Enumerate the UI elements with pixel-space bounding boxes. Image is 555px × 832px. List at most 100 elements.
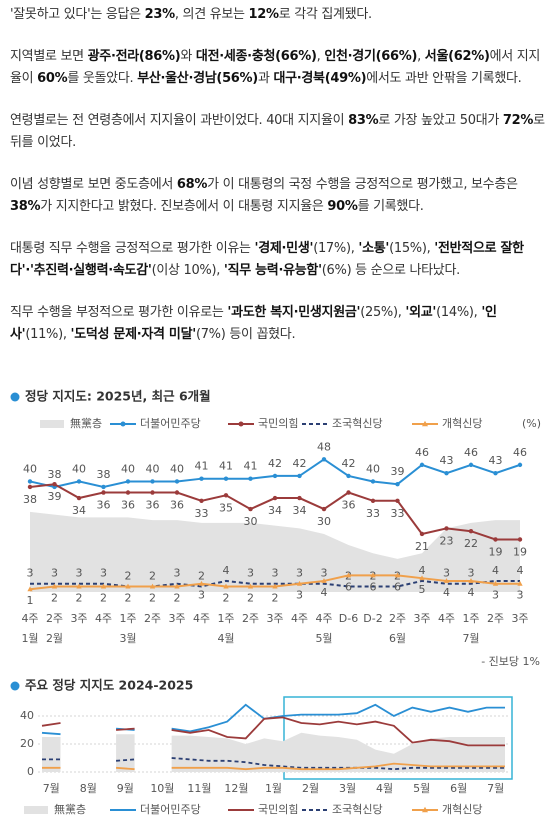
text: 가 지지한다고 밝혔다. 진보층에서 이 대통령 지지율은 — [40, 199, 328, 214]
y-tick-label: 40 — [20, 709, 34, 722]
month-label: 2월 — [46, 632, 63, 645]
data-label: 4 — [492, 564, 499, 577]
point — [321, 457, 327, 462]
data-label: 30 — [317, 515, 331, 528]
data-label: 3 — [296, 567, 303, 580]
data-label: 39 — [48, 490, 62, 503]
x-tick-label: 5월 — [413, 782, 430, 795]
point — [125, 490, 131, 495]
bold-text: 38% — [10, 199, 41, 214]
data-label: 3 — [296, 589, 303, 602]
month-label: 3월 — [119, 632, 136, 645]
y-tick-label: 0 — [27, 765, 34, 778]
data-label: 34 — [72, 504, 86, 517]
text: 과 — [257, 71, 274, 86]
point — [149, 583, 156, 589]
point — [27, 479, 33, 484]
data-label: 38 — [48, 468, 62, 481]
bold-text: 대전·세종·충청(66%) — [195, 49, 317, 64]
data-label: 40 — [366, 462, 380, 475]
line — [41, 703, 505, 736]
point — [419, 462, 425, 468]
x-tick-label: 4주 — [21, 612, 38, 625]
text: 지역별로 보면 — [10, 49, 88, 64]
paragraph: 연령별로는 전 연령층에서 지지율이 과반이었다. 40대 지지율이 83%로 … — [10, 110, 548, 154]
point — [272, 495, 278, 501]
legend-label: 無黨층 — [54, 802, 86, 816]
bold-text: 68% — [176, 177, 208, 192]
point — [150, 490, 155, 495]
data-label: 41 — [195, 460, 209, 473]
x-tick-label: 3월 — [339, 782, 356, 795]
data-label: 4 — [223, 564, 230, 577]
x-tick-label: 3주 — [511, 612, 528, 625]
point — [247, 583, 254, 589]
text: 직무 수행을 부정적으로 평가한 이유로는 — [10, 305, 228, 320]
data-label: 3 — [443, 567, 450, 580]
point — [468, 462, 474, 468]
x-tick-label: 12월 — [224, 782, 248, 795]
data-label: 1 — [27, 594, 34, 607]
point — [493, 470, 498, 476]
bold-text: 대구·경북(49%) — [273, 71, 367, 86]
x-tick-label: 4주 — [438, 612, 455, 625]
legend-label: 개혁신당 — [442, 803, 482, 816]
data-label: 2 — [247, 591, 254, 604]
month-label: 4월 — [217, 632, 234, 645]
data-label: 3 — [321, 567, 328, 580]
point — [125, 583, 131, 589]
data-label: 22 — [464, 537, 478, 550]
legend-label: 無黨층 — [70, 416, 102, 430]
data-label: 4 — [419, 564, 426, 577]
point — [422, 420, 428, 427]
bold-text: '직무 능력·유능함' — [223, 263, 322, 278]
point — [444, 470, 449, 476]
point — [199, 476, 204, 481]
data-label: 4 — [517, 564, 524, 577]
data-label: 48 — [317, 440, 331, 453]
bold-text: 부산·울산·경남(56%) — [137, 71, 258, 86]
chart-title: 주요 정당 지지도 2024-2025 — [25, 678, 193, 693]
point — [443, 578, 450, 583]
point — [297, 473, 302, 479]
data-label: 6 — [370, 580, 377, 593]
point — [248, 506, 253, 512]
data-label: 36 — [170, 499, 184, 512]
text: (17%), — [313, 241, 359, 256]
area — [42, 732, 505, 772]
x-tick-label: 3주 — [168, 612, 185, 625]
data-label: 36 — [146, 499, 160, 512]
text: (7%) 등이 꼽혔다. — [195, 327, 296, 342]
bold-text: 90% — [327, 199, 358, 214]
data-label: 3 — [468, 567, 475, 580]
text: (11%), — [25, 327, 71, 342]
data-label: 2 — [51, 591, 58, 604]
data-label: 21 — [415, 540, 429, 553]
point — [223, 476, 229, 481]
text: 연령별로는 전 연령층에서 지지율이 과반이었다. 40대 지지율이 — [10, 113, 349, 128]
x-tick-label: 10월 — [150, 782, 174, 795]
area — [30, 511, 520, 592]
data-label: 3 — [198, 589, 205, 602]
data-label: 36 — [342, 499, 356, 512]
data-label: 3 — [100, 567, 107, 580]
point — [493, 537, 498, 542]
x-tick-label: 2월 — [302, 782, 319, 795]
x-tick-label: 4월 — [376, 782, 393, 795]
data-label: 34 — [293, 504, 307, 517]
x-tick-label: 8월 — [80, 782, 97, 795]
point — [370, 498, 376, 503]
data-label: 2 — [174, 591, 181, 604]
bold-text: 23% — [144, 7, 176, 22]
x-tick-label: D-6 — [339, 612, 358, 625]
text: '잘못하고 있다'는 응답은 — [10, 7, 145, 22]
text: , — [316, 49, 325, 64]
bold-text: '인사' — [10, 305, 497, 342]
data-label: 2 — [198, 569, 205, 582]
bold-text: '외교' — [405, 305, 437, 320]
data-label: 4 — [443, 586, 450, 599]
point — [444, 526, 449, 531]
month-label: 6월 — [389, 632, 406, 645]
